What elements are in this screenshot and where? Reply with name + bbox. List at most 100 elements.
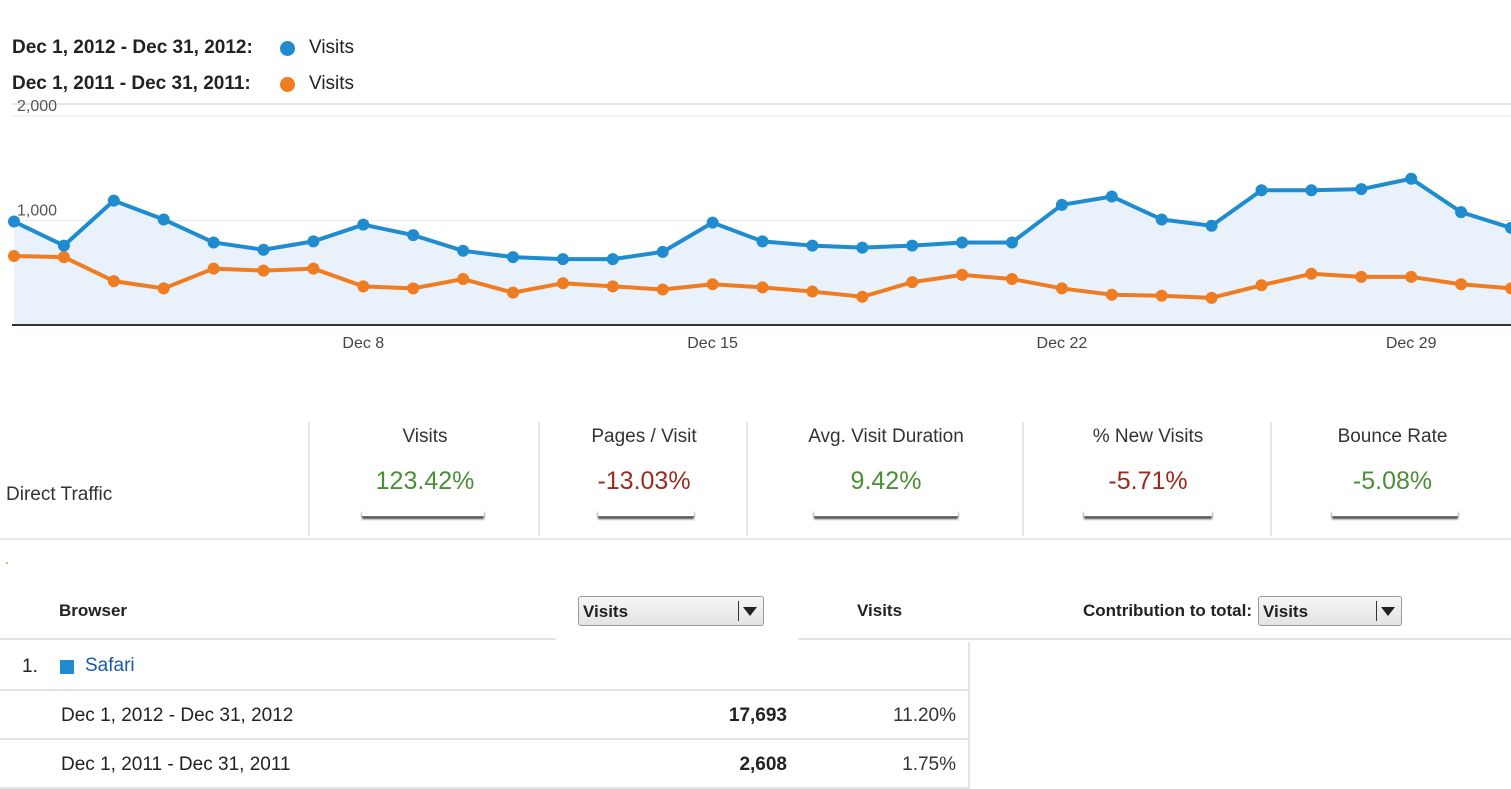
data-point[interactable]: [1355, 270, 1368, 283]
data-point[interactable]: [407, 282, 420, 295]
decorative-dot: [6, 562, 8, 564]
data-point[interactable]: [606, 253, 619, 266]
data-point[interactable]: [956, 268, 969, 281]
select-divider: [738, 601, 739, 621]
data-point[interactable]: [107, 194, 120, 207]
data-point[interactable]: [1255, 279, 1268, 292]
data-point[interactable]: [8, 250, 20, 263]
segment-label: Direct Traffic: [6, 484, 113, 505]
data-point[interactable]: [107, 275, 120, 288]
data-point[interactable]: [357, 280, 370, 293]
column-header-visits[interactable]: Visits: [857, 601, 903, 620]
data-point[interactable]: [257, 243, 270, 256]
visits-value: 17,693: [728, 705, 787, 726]
data-point[interactable]: [57, 251, 70, 264]
data-point[interactable]: [407, 229, 420, 242]
table-row: Dec 1, 2011 - Dec 31, 2011 2,608 1.75%: [0, 740, 970, 789]
data-point[interactable]: [556, 277, 569, 290]
data-point[interactable]: [1105, 288, 1118, 301]
data-point[interactable]: [1305, 267, 1318, 280]
metric-bounce-rate: Bounce Rate -5.08%: [1270, 422, 1511, 536]
data-point[interactable]: [1105, 190, 1118, 203]
visits-line-chart[interactable]: 2,000 1,000 Dec 8 Dec 15 Dec 22 Dec 29: [0, 96, 1511, 356]
data-point[interactable]: [1405, 270, 1418, 283]
contribution-metric-select[interactable]: Visits: [1258, 596, 1402, 626]
metric-name: % New Visits: [1092, 426, 1204, 447]
redacted-comparison: [1332, 510, 1458, 517]
metric-pages-per-visit: Pages / Visit -13.03%: [538, 422, 748, 536]
series-area-fill: [14, 178, 1511, 325]
contribution-percent: 11.20%: [892, 705, 956, 726]
legend-dot-previous: [280, 76, 295, 92]
visits-value: 2,608: [739, 754, 787, 775]
y-tick-label: 2,000: [17, 98, 57, 115]
data-point[interactable]: [1455, 206, 1468, 219]
data-point[interactable]: [606, 280, 619, 293]
metric-name: Bounce Rate: [1337, 426, 1448, 447]
contribution-label: Contribution to total:: [1083, 601, 1253, 620]
data-point[interactable]: [1255, 184, 1268, 197]
data-point[interactable]: [706, 278, 719, 291]
data-point[interactable]: [157, 213, 170, 226]
data-point[interactable]: [906, 239, 919, 252]
data-point[interactable]: [806, 285, 819, 298]
x-tick-label: Dec 8: [342, 335, 384, 352]
data-point[interactable]: [257, 264, 270, 277]
data-point[interactable]: [656, 245, 669, 258]
data-point[interactable]: [507, 251, 519, 264]
metric-new-visits: % New Visits -5.71%: [1022, 422, 1272, 536]
legend-series-previous[interactable]: Visits: [309, 73, 355, 94]
primary-metric-select[interactable]: Visits: [578, 596, 764, 626]
data-point[interactable]: [706, 216, 719, 229]
data-point[interactable]: [656, 283, 669, 296]
select-value: Visits: [583, 602, 629, 621]
data-point[interactable]: [856, 290, 869, 303]
data-point[interactable]: [207, 236, 220, 249]
data-point[interactable]: [806, 239, 819, 252]
data-point[interactable]: [1305, 184, 1318, 197]
data-point[interactable]: [1205, 219, 1218, 232]
metric-change: -13.03%: [597, 467, 691, 495]
data-point[interactable]: [756, 281, 769, 294]
data-point[interactable]: [8, 215, 20, 228]
data-point[interactable]: [157, 282, 170, 295]
data-point[interactable]: [57, 239, 70, 252]
metric-change: 123.42%: [375, 467, 475, 495]
data-point[interactable]: [1006, 273, 1018, 286]
header-underline: [798, 638, 1511, 640]
date-range: Dec 1, 2012 - Dec 31, 2012: [61, 705, 294, 726]
data-point[interactable]: [457, 273, 470, 286]
data-point[interactable]: [1006, 236, 1018, 249]
legend-row-current: Dec 1, 2012 - Dec 31, 2012: Visits: [12, 30, 354, 66]
select-divider: [1376, 601, 1377, 621]
data-point[interactable]: [507, 286, 519, 299]
x-tick-label: Dec 22: [1037, 335, 1088, 352]
data-point[interactable]: [1405, 172, 1418, 185]
data-point[interactable]: [1355, 183, 1368, 196]
data-point[interactable]: [357, 218, 370, 231]
data-point[interactable]: [1505, 221, 1511, 234]
data-point[interactable]: [1505, 282, 1511, 295]
metric-name: Visits: [402, 426, 448, 447]
data-point[interactable]: [906, 276, 919, 289]
data-point[interactable]: [1455, 278, 1468, 291]
browser-link[interactable]: Safari: [85, 655, 135, 676]
legend-dot-current: [280, 40, 295, 56]
data-point[interactable]: [457, 244, 470, 257]
data-point[interactable]: [1155, 213, 1168, 226]
data-point[interactable]: [307, 262, 320, 275]
legend-series-current[interactable]: Visits: [309, 37, 355, 58]
data-point[interactable]: [307, 235, 320, 248]
column-header-browser[interactable]: Browser: [59, 601, 128, 620]
metric-change: -5.08%: [1352, 467, 1433, 495]
data-point[interactable]: [1155, 289, 1168, 302]
data-point[interactable]: [1055, 198, 1068, 211]
data-point[interactable]: [207, 262, 220, 275]
data-point[interactable]: [756, 235, 769, 248]
redacted-comparison: [1084, 510, 1212, 517]
data-point[interactable]: [1205, 291, 1218, 304]
data-point[interactable]: [1055, 282, 1068, 295]
data-point[interactable]: [856, 241, 869, 254]
data-point[interactable]: [556, 253, 569, 266]
data-point[interactable]: [956, 236, 969, 249]
